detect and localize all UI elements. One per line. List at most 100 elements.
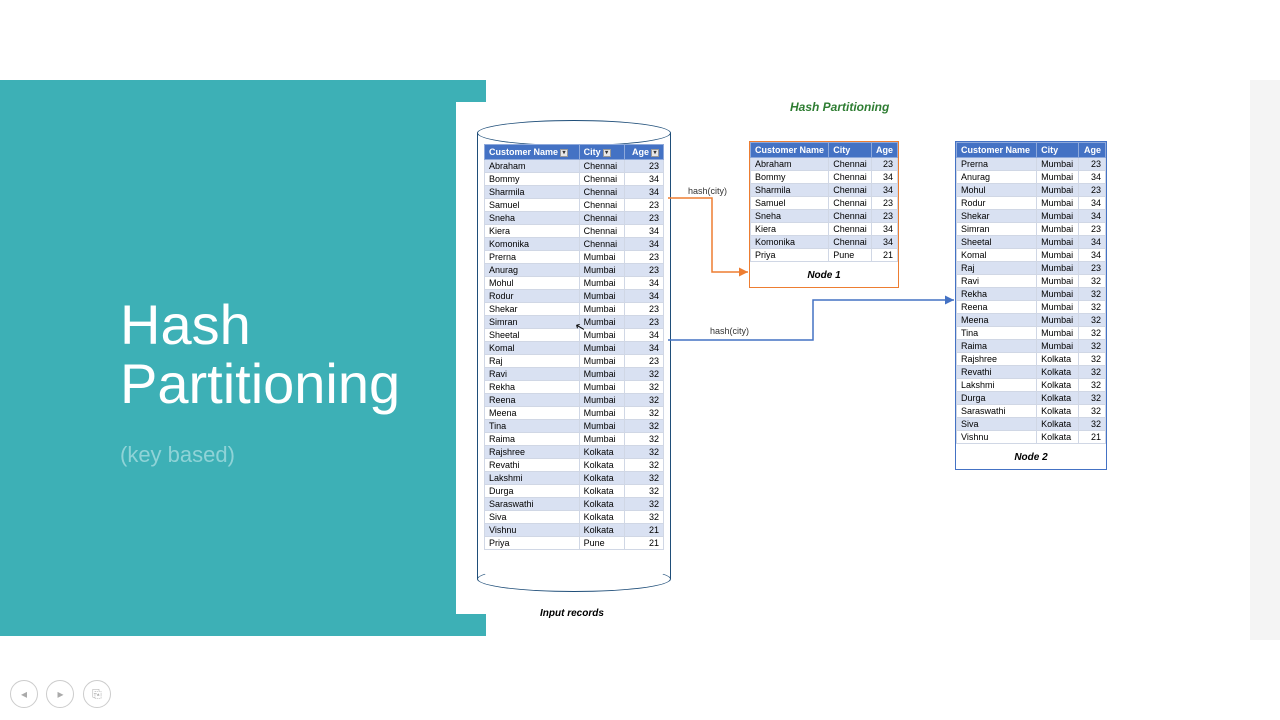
table-row: KieraChennai34	[751, 223, 898, 236]
table-cell: Sneha	[485, 212, 580, 225]
table-cell: Komal	[957, 249, 1037, 262]
table-cell: Bommy	[751, 171, 829, 184]
node2-table: Customer Name City Age PrernaMumbai23Anu…	[956, 142, 1106, 444]
table-row: SharmilaChennai34	[485, 186, 664, 199]
table-cell: 23	[1079, 223, 1106, 236]
table-cell: 34	[1079, 197, 1106, 210]
table-cell: 32	[1079, 405, 1106, 418]
table-cell: Mumbai	[1037, 327, 1079, 340]
table-row: RaviMumbai32	[485, 368, 664, 381]
col-customer-name: Customer Name	[751, 143, 829, 158]
table-cell: 32	[625, 485, 664, 498]
table-cell: 32	[625, 381, 664, 394]
table-row: KieraChennai34	[485, 225, 664, 238]
table-cell: 32	[625, 472, 664, 485]
table-cell: 23	[625, 199, 664, 212]
table-cell: Prerna	[485, 251, 580, 264]
table-cell: 32	[625, 420, 664, 433]
table-cell: Mumbai	[1037, 197, 1079, 210]
table-cell: Mumbai	[1037, 262, 1079, 275]
table-cell: Mumbai	[1037, 301, 1079, 314]
col-city[interactable]: City▾	[579, 145, 625, 160]
table-cell: 34	[1079, 210, 1106, 223]
table-cell: Mumbai	[579, 251, 625, 264]
prev-slide-button[interactable]: ◂	[10, 680, 38, 708]
table-cell: Abraham	[751, 158, 829, 171]
table-cell: Ravi	[957, 275, 1037, 288]
table-row: BommyChennai34	[751, 171, 898, 184]
table-cell: Meena	[957, 314, 1037, 327]
table-cell: Vishnu	[485, 524, 580, 537]
table-row: KomonikaChennai34	[485, 238, 664, 251]
table-row: SaraswathiKolkata32	[957, 405, 1106, 418]
table-cell: Chennai	[829, 223, 872, 236]
table-cell: 34	[871, 236, 897, 249]
table-cell: Chennai	[579, 225, 625, 238]
filter-icon[interactable]: ▾	[651, 149, 659, 157]
col-customer-name[interactable]: Customer Name▾	[485, 145, 580, 160]
table-row: PrernaMumbai23	[957, 158, 1106, 171]
table-cell: Mumbai	[579, 433, 625, 446]
table-cell: Mumbai	[1037, 223, 1079, 236]
table-row: LakshmiKolkata32	[957, 379, 1106, 392]
table-cell: Chennai	[829, 197, 872, 210]
table-cell: Revathi	[957, 366, 1037, 379]
table-row: ReenaMumbai32	[485, 394, 664, 407]
sidebar-panel	[1250, 80, 1280, 640]
table-cell: 34	[871, 223, 897, 236]
table-cell: Komal	[485, 342, 580, 355]
table-cell: Kolkata	[579, 498, 625, 511]
table-cell: Rajshree	[957, 353, 1037, 366]
title-line1: Hash	[120, 293, 251, 356]
table-cell: 34	[625, 329, 664, 342]
table-cell: Mumbai	[579, 316, 625, 329]
next-slide-button[interactable]: ▸	[46, 680, 74, 708]
table-cell: Kolkata	[579, 511, 625, 524]
slide-subtitle: (key based)	[120, 442, 235, 468]
hash-label-1: hash(city)	[688, 186, 727, 196]
table-cell: Sharmila	[751, 184, 829, 197]
table-cell: Rajshree	[485, 446, 580, 459]
table-cell: Sharmila	[485, 186, 580, 199]
table-cell: 23	[625, 316, 664, 329]
node1-table: Customer Name City Age AbrahamChennai23B…	[750, 142, 898, 262]
table-cell: Shekar	[485, 303, 580, 316]
table-row: LakshmiKolkata32	[485, 472, 664, 485]
table-cell: Mumbai	[579, 420, 625, 433]
table-row: SnehaChennai23	[485, 212, 664, 225]
table-cell: 23	[625, 264, 664, 277]
table-cell: Mohul	[485, 277, 580, 290]
table-row: RajMumbai23	[485, 355, 664, 368]
table-cell: Kolkata	[1037, 366, 1079, 379]
table-cell: 23	[1079, 184, 1106, 197]
table-cell: 23	[625, 303, 664, 316]
table-cell: Anurag	[957, 171, 1037, 184]
table-cell: Lakshmi	[485, 472, 580, 485]
table-cell: 32	[625, 407, 664, 420]
table-cell: Kolkata	[1037, 379, 1079, 392]
table-cell: Chennai	[829, 158, 872, 171]
table-row: VishnuKolkata21	[485, 524, 664, 537]
col-age[interactable]: Age▾	[625, 145, 664, 160]
table-cell: Mumbai	[579, 381, 625, 394]
table-cell: Komonika	[485, 238, 580, 251]
table-cell: 23	[625, 160, 664, 173]
table-cell: 34	[625, 342, 664, 355]
filter-icon[interactable]: ▾	[560, 149, 568, 157]
table-cell: 32	[1079, 353, 1106, 366]
table-cell: 32	[625, 368, 664, 381]
table-row: SheetalMumbai34	[485, 329, 664, 342]
input-label: Input records	[540, 608, 604, 619]
table-cell: Chennai	[829, 171, 872, 184]
table-cell: Ravi	[485, 368, 580, 381]
table-cell: Abraham	[485, 160, 580, 173]
table-cell: Durga	[957, 392, 1037, 405]
table-cell: 34	[1079, 249, 1106, 262]
table-cell: Kiera	[485, 225, 580, 238]
table-cell: Samuel	[485, 199, 580, 212]
table-cell: Sheetal	[957, 236, 1037, 249]
slideshow-menu-button[interactable]: ⎘	[83, 680, 111, 708]
table-cell: Meena	[485, 407, 580, 420]
table-cell: Chennai	[829, 184, 872, 197]
filter-icon[interactable]: ▾	[603, 149, 611, 157]
